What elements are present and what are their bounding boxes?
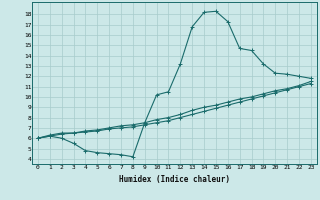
X-axis label: Humidex (Indice chaleur): Humidex (Indice chaleur) bbox=[119, 175, 230, 184]
